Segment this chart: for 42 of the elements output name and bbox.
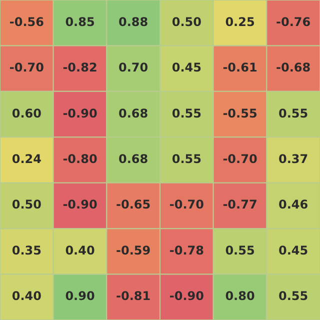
data-label: -0.56 (9, 14, 44, 29)
data-label: 0.68 (118, 152, 148, 166)
data-label: 0.55 (225, 243, 255, 258)
data-label: 0.55 (278, 106, 308, 120)
data-label: 0.55 (278, 289, 308, 304)
data-label: 0.90 (65, 289, 95, 304)
data-label: -0.70 (9, 60, 44, 75)
data-label: -0.90 (62, 106, 98, 120)
data-label: -0.70 (169, 198, 204, 212)
data-label: -0.78 (169, 243, 204, 258)
data-label: -0.80 (62, 152, 98, 166)
data-label: -0.70 (222, 152, 258, 166)
data-label: 0.45 (278, 243, 308, 258)
data-label: -0.65 (116, 198, 151, 212)
data-label: 0.55 (172, 106, 202, 120)
data-label: -0.76 (276, 14, 311, 29)
data-label: -0.68 (276, 60, 311, 75)
data-label: 0.50 (172, 14, 202, 29)
data-label: 0.35 (12, 243, 42, 258)
data-label: -0.90 (169, 289, 204, 304)
data-label: -0.55 (222, 106, 258, 120)
data-label: 0.40 (12, 289, 42, 304)
data-label: -0.77 (222, 198, 258, 212)
data-label: 0.50 (12, 198, 42, 212)
data-label: 0.40 (65, 243, 95, 258)
data-label: 0.45 (172, 60, 202, 75)
data-label: 0.60 (12, 106, 42, 120)
data-label: 0.55 (172, 152, 202, 166)
data-label: 0.37 (278, 152, 308, 166)
data-label: -0.81 (116, 289, 151, 304)
data-label: 0.88 (118, 14, 148, 29)
data-label: 0.80 (225, 289, 255, 304)
data-label: -0.82 (62, 60, 98, 75)
data-label: 0.24 (12, 152, 42, 166)
data-label: 0.46 (278, 198, 308, 212)
data-label: 0.85 (65, 14, 95, 29)
data-label: -0.61 (222, 60, 258, 75)
data-label: 0.68 (118, 106, 148, 120)
data-label: -0.90 (62, 198, 98, 212)
data-label: 0.70 (118, 60, 148, 75)
data-label: -0.59 (116, 243, 151, 258)
data-label: 0.25 (225, 14, 255, 29)
